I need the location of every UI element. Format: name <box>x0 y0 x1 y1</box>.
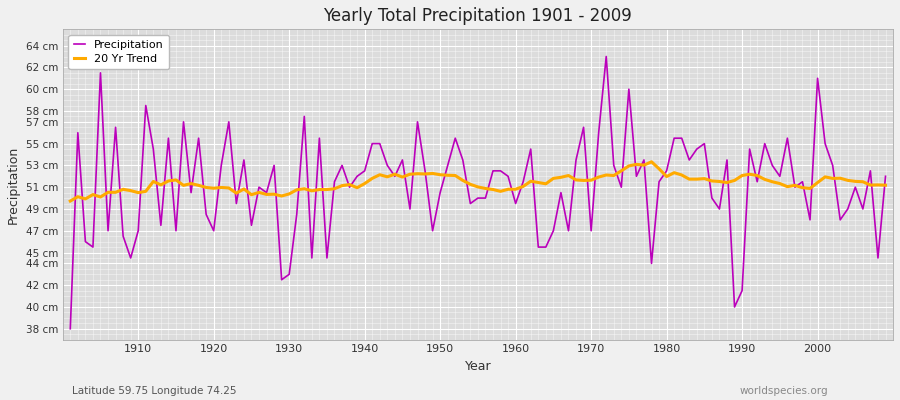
Precipitation <box>65 326 76 331</box>
Precipitation <box>292 212 302 217</box>
Precipitation <box>510 201 521 206</box>
Precipitation <box>608 163 619 168</box>
Y-axis label: Precipitation: Precipitation <box>7 145 20 224</box>
20 Yr Trend <box>337 183 347 188</box>
Text: worldspecies.org: worldspecies.org <box>740 386 828 396</box>
20 Yr Trend <box>601 172 612 177</box>
Text: Latitude 59.75 Longitude 74.25: Latitude 59.75 Longitude 74.25 <box>72 386 237 396</box>
20 Yr Trend <box>292 187 302 192</box>
Title: Yearly Total Precipitation 1901 - 2009: Yearly Total Precipitation 1901 - 2009 <box>323 7 633 25</box>
X-axis label: Year: Year <box>464 360 491 373</box>
20 Yr Trend <box>65 199 76 204</box>
Precipitation <box>337 163 347 168</box>
Precipitation <box>503 174 514 179</box>
Line: 20 Yr Trend: 20 Yr Trend <box>70 162 886 201</box>
Precipitation <box>880 174 891 179</box>
Legend: Precipitation, 20 Yr Trend: Precipitation, 20 Yr Trend <box>68 35 169 70</box>
Line: Precipitation: Precipitation <box>70 56 886 329</box>
20 Yr Trend <box>646 159 657 164</box>
Precipitation <box>125 256 136 260</box>
20 Yr Trend <box>503 187 514 192</box>
Precipitation <box>601 54 612 59</box>
20 Yr Trend <box>880 183 891 188</box>
20 Yr Trend <box>510 187 521 192</box>
20 Yr Trend <box>125 188 136 193</box>
